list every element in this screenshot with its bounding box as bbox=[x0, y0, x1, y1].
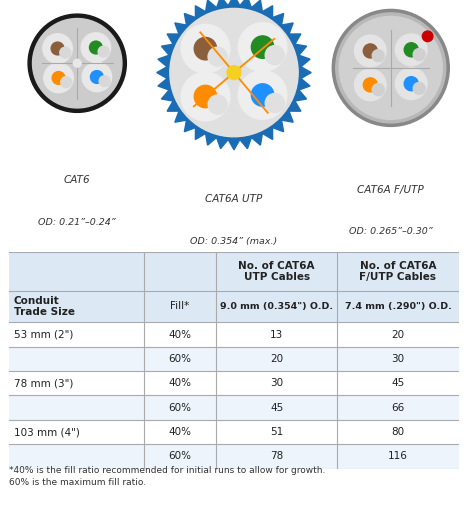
Circle shape bbox=[170, 8, 298, 137]
Circle shape bbox=[181, 72, 230, 121]
Bar bbox=[9, 396, 459, 420]
Text: 40%: 40% bbox=[168, 379, 191, 388]
Circle shape bbox=[363, 44, 377, 58]
Circle shape bbox=[404, 77, 418, 91]
Circle shape bbox=[60, 47, 71, 58]
Circle shape bbox=[52, 72, 65, 84]
Circle shape bbox=[90, 71, 103, 83]
Text: 53 mm (2"): 53 mm (2") bbox=[14, 330, 73, 339]
Circle shape bbox=[194, 38, 217, 60]
Circle shape bbox=[81, 33, 110, 62]
Circle shape bbox=[336, 13, 446, 123]
Text: No. of CAT6A
F/UTP Cables: No. of CAT6A F/UTP Cables bbox=[359, 261, 437, 282]
Text: OD: 0.21”–0.24”: OD: 0.21”–0.24” bbox=[38, 218, 116, 227]
Circle shape bbox=[372, 50, 384, 62]
Circle shape bbox=[413, 82, 425, 94]
Text: Conduit
Trade Size: Conduit Trade Size bbox=[14, 296, 75, 317]
Bar bbox=[9, 252, 459, 290]
Circle shape bbox=[73, 59, 81, 67]
Text: OD: 0.354” (max.): OD: 0.354” (max.) bbox=[190, 236, 278, 246]
Circle shape bbox=[355, 69, 386, 100]
Circle shape bbox=[363, 78, 377, 92]
Circle shape bbox=[372, 83, 384, 96]
Text: No. of CAT6A
UTP Cables: No. of CAT6A UTP Cables bbox=[238, 261, 315, 282]
Circle shape bbox=[395, 34, 427, 65]
Text: CAT6: CAT6 bbox=[64, 175, 90, 185]
Circle shape bbox=[98, 46, 109, 57]
Bar bbox=[9, 322, 459, 347]
Circle shape bbox=[61, 77, 72, 88]
Text: 45: 45 bbox=[391, 379, 405, 388]
Text: 40%: 40% bbox=[168, 330, 191, 339]
Circle shape bbox=[208, 47, 227, 66]
Circle shape bbox=[251, 36, 274, 58]
Circle shape bbox=[44, 63, 73, 93]
Text: Fill*: Fill* bbox=[170, 301, 190, 312]
Text: 60%: 60% bbox=[168, 354, 191, 364]
Circle shape bbox=[238, 71, 287, 119]
Text: 60%: 60% bbox=[168, 452, 191, 461]
Circle shape bbox=[404, 43, 418, 57]
Text: CAT6A UTP: CAT6A UTP bbox=[205, 194, 263, 204]
Circle shape bbox=[32, 19, 122, 108]
Text: OD: 0.265”–0.30”: OD: 0.265”–0.30” bbox=[349, 227, 432, 236]
Text: 80: 80 bbox=[391, 427, 404, 437]
Circle shape bbox=[413, 48, 425, 60]
Circle shape bbox=[332, 9, 449, 126]
Text: 9.0 mm (0.354") O.D.: 9.0 mm (0.354") O.D. bbox=[220, 302, 333, 311]
Text: 30: 30 bbox=[270, 379, 283, 388]
Text: 20: 20 bbox=[270, 354, 283, 364]
Bar bbox=[9, 444, 459, 469]
Circle shape bbox=[167, 6, 301, 140]
Text: 30: 30 bbox=[391, 354, 404, 364]
Circle shape bbox=[43, 34, 72, 63]
Circle shape bbox=[82, 62, 112, 92]
Text: 78: 78 bbox=[270, 452, 283, 461]
Text: 116: 116 bbox=[388, 452, 408, 461]
Text: 66: 66 bbox=[391, 403, 405, 413]
Text: 7.4 mm (.290") O.D.: 7.4 mm (.290") O.D. bbox=[344, 302, 452, 311]
Text: *40% is the fill ratio recommended for initial runs to allow for growth.
60% is : *40% is the fill ratio recommended for i… bbox=[9, 466, 326, 487]
Circle shape bbox=[339, 16, 442, 119]
Circle shape bbox=[28, 14, 126, 112]
Text: 20: 20 bbox=[391, 330, 404, 339]
Circle shape bbox=[227, 65, 241, 79]
Text: 40%: 40% bbox=[168, 427, 191, 437]
Circle shape bbox=[181, 24, 230, 73]
Circle shape bbox=[251, 84, 274, 106]
Circle shape bbox=[265, 46, 284, 65]
Circle shape bbox=[355, 35, 386, 67]
Text: 13: 13 bbox=[270, 330, 283, 339]
Bar bbox=[9, 347, 459, 371]
Circle shape bbox=[99, 76, 110, 87]
Circle shape bbox=[395, 68, 427, 99]
Text: 78 mm (3"): 78 mm (3") bbox=[14, 379, 73, 388]
Text: CAT6A F/UTP: CAT6A F/UTP bbox=[358, 184, 424, 195]
Bar bbox=[9, 371, 459, 396]
Circle shape bbox=[422, 31, 433, 42]
Circle shape bbox=[51, 42, 64, 55]
Circle shape bbox=[208, 95, 227, 114]
Text: 60%: 60% bbox=[168, 403, 191, 413]
Bar bbox=[9, 290, 459, 322]
Text: 51: 51 bbox=[270, 427, 283, 437]
Circle shape bbox=[89, 41, 102, 54]
Text: 45: 45 bbox=[270, 403, 283, 413]
Circle shape bbox=[194, 85, 217, 108]
Bar bbox=[9, 420, 459, 444]
Text: 103 mm (4"): 103 mm (4") bbox=[14, 427, 80, 437]
Polygon shape bbox=[157, 0, 311, 150]
Circle shape bbox=[238, 23, 287, 72]
Circle shape bbox=[265, 94, 284, 113]
